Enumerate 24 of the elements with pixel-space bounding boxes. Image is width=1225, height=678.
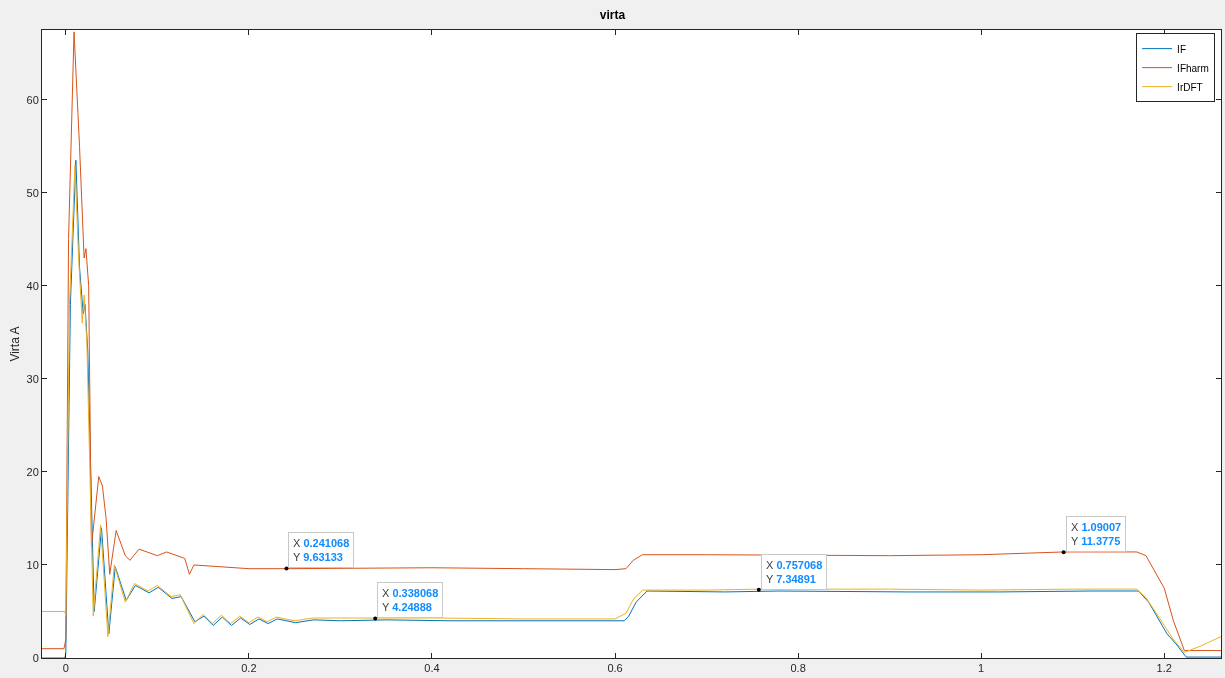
legend-label: IFharm: [1177, 62, 1209, 74]
y-tick-label: 50: [26, 186, 39, 199]
chart-title: virta: [599, 7, 626, 22]
y-tick-label: 60: [26, 93, 39, 106]
x-tick-label: 1: [978, 662, 985, 675]
y-tick-label: 40: [26, 279, 39, 292]
legend-label: IrDFT: [1177, 81, 1203, 93]
y-tick-label: 0: [32, 651, 39, 664]
x-tick-label: 0.8: [790, 662, 806, 675]
annotation: X 1.09007 Y 11.3775: [1071, 521, 1122, 548]
annotation: X 0.338068 Y 4.24888: [382, 587, 439, 614]
x-tick-label: 0: [62, 662, 69, 675]
y-axis-title: Virta A: [7, 326, 22, 362]
x-tick-label: 0.4: [424, 662, 440, 675]
legend-label: IF: [1177, 43, 1186, 55]
y-tick-label: 10: [26, 558, 39, 571]
y-tick-label: 20: [26, 465, 39, 478]
x-tick-label: 1.2: [1156, 662, 1172, 675]
annotation: X 0.241068 Y 9.63133: [293, 537, 350, 564]
x-tick-label: 0.2: [241, 662, 257, 675]
y-tick-label: 30: [26, 372, 39, 385]
annotation: X 0.757068 Y 7.34891: [766, 559, 823, 586]
line-series: [42, 31, 1221, 652]
x-tick-label: 0.6: [607, 662, 623, 675]
